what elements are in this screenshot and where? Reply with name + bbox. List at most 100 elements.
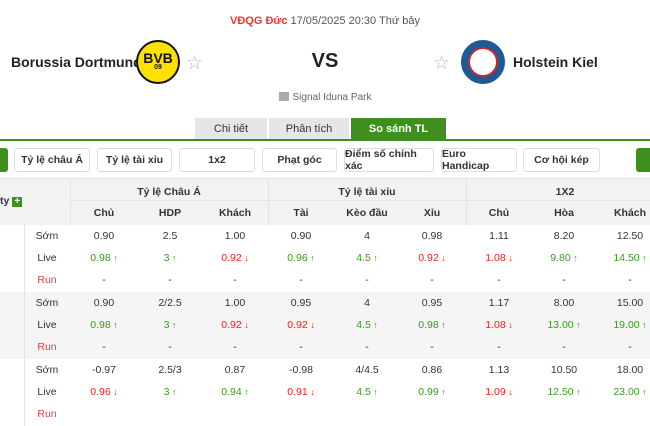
- odds-cell: 0.92 ↓: [418, 252, 446, 264]
- filter-phat-goc[interactable]: Phạt góc: [262, 148, 337, 172]
- odds-cell: 0.90: [93, 297, 115, 309]
- odds-cell: -: [233, 341, 237, 353]
- arrow-down-icon: ↓: [438, 253, 446, 263]
- arrow-down-icon: ↓: [307, 320, 315, 330]
- odds-cell: 12.50: [616, 230, 644, 242]
- odds-cell: -: [102, 274, 106, 286]
- away-team-name[interactable]: Holstein Kiel: [513, 54, 598, 70]
- tab-underline: [0, 139, 650, 141]
- home-team-logo: BVB 09: [136, 40, 180, 84]
- odds-cell: 0.98 ↑: [90, 319, 118, 331]
- odds-cell: 1.11: [489, 230, 509, 242]
- arrow-down-icon: ↓: [505, 320, 513, 330]
- match-info: VĐQG Đức 17/05/2025 20:30 Thứ bảy: [0, 15, 650, 27]
- arrow-up-icon: ↑: [639, 253, 647, 263]
- odds-cell: 18.00: [616, 364, 644, 376]
- arrow-up-icon: ↑: [573, 320, 581, 330]
- arrow-up-icon: ↑: [241, 387, 249, 397]
- vs-label: VS: [311, 50, 339, 72]
- odds-cell: -: [365, 341, 369, 353]
- league-name[interactable]: VĐQG Đức: [230, 15, 288, 27]
- arrow-down-icon: ↓: [505, 253, 513, 263]
- odds-table-body: Sớm 0.90 2.5 1.00 0.90 4 0.98 1.11 8.20 12.50 Live…: [0, 178, 650, 426]
- arrow-up-icon: ↑: [169, 387, 177, 397]
- arrow-up-icon: ↑: [570, 253, 578, 263]
- odds-cell: -: [562, 274, 566, 286]
- arrow-down-icon: ↓: [505, 387, 513, 397]
- subheader: Khách: [613, 207, 647, 219]
- odds-cell: 4: [364, 230, 370, 242]
- arrow-up-icon: ↑: [169, 253, 177, 263]
- filter-diem-so[interactable]: Điểm số chính xác: [344, 148, 434, 172]
- filter-euro-handicap[interactable]: Euro Handicap: [441, 148, 517, 172]
- odds-cell: 4: [364, 297, 370, 309]
- odds-cell: 14.50 ↑: [613, 252, 647, 264]
- odds-cell: 0.92 ↓: [221, 319, 249, 331]
- odds-cell: -: [430, 341, 434, 353]
- odds-cell: 4.5 ↑: [356, 252, 378, 264]
- odds-cell: 9.80 ↑: [550, 252, 578, 264]
- odds-cell: -: [628, 341, 632, 353]
- odds-cell: 23.00 ↑: [613, 386, 647, 398]
- odds-cell: 3 ↑: [163, 252, 177, 264]
- odds-cell: 1.13: [488, 364, 510, 376]
- odds-cell: 0.96 ↓: [90, 386, 118, 398]
- odds-cell: -: [168, 274, 172, 286]
- home-team-name[interactable]: Borussia Dortmund: [11, 54, 142, 70]
- odds-cell: 1.08 ↓: [485, 252, 513, 264]
- group-header: 1X2: [555, 186, 575, 198]
- away-team-logo: [461, 40, 505, 84]
- odds-cell: 4/4.5: [355, 364, 379, 376]
- odds-cell: -: [430, 274, 434, 286]
- subheader: Chủ: [488, 207, 510, 219]
- odds-cell: -: [365, 274, 369, 286]
- odds-cell: 2.5/3: [158, 364, 182, 376]
- odds-type-run: Run: [37, 341, 57, 353]
- arrow-down-icon: ↓: [241, 320, 249, 330]
- scroll-left-button[interactable]: [0, 148, 8, 172]
- filter-co-hoi-kep[interactable]: Cơ hội kép: [523, 148, 600, 172]
- odds-cell: 1.08 ↓: [485, 319, 513, 331]
- odds-cell: 0.98 ↑: [90, 252, 118, 264]
- odds-cell: 2/2.5: [158, 297, 182, 309]
- stadium-icon: [278, 92, 289, 101]
- odds-cell: 1.17: [488, 297, 510, 309]
- subheader: Chủ: [93, 207, 115, 219]
- odds-cell: 0.95: [421, 297, 443, 309]
- add-company-icon[interactable]: +: [12, 197, 23, 207]
- scroll-right-button[interactable]: [636, 148, 650, 172]
- odds-cell: 1.00: [224, 230, 246, 242]
- venue: Signal Iduna Park: [0, 92, 650, 103]
- favorite-home-star-icon[interactable]: ☆: [186, 53, 204, 74]
- odds-cell: 0.95: [290, 297, 312, 309]
- odds-cell: -0.97: [92, 364, 116, 376]
- odds-cell: 0.92 ↓: [221, 252, 249, 264]
- odds-cell: -: [562, 341, 566, 353]
- company-header: ty +: [0, 195, 23, 207]
- odds-cell: 3 ↑: [163, 386, 177, 398]
- odds-cell: 0.98: [421, 230, 443, 242]
- odds-type-run: Run: [37, 408, 57, 420]
- odds-cell: -: [233, 274, 237, 286]
- arrow-up-icon: ↑: [639, 387, 647, 397]
- subheader: HDP: [158, 207, 182, 219]
- odds-type-early: Sớm: [35, 297, 59, 309]
- odds-cell: 0.99 ↑: [418, 386, 446, 398]
- filter-1x2[interactable]: 1x2: [179, 148, 255, 172]
- odds-cell: -: [299, 274, 303, 286]
- tab-phan-tich[interactable]: Phân tích: [269, 118, 349, 140]
- odds-type-live: Live: [37, 252, 57, 264]
- arrow-up-icon: ↑: [307, 253, 315, 263]
- odds-cell: 8.00: [553, 297, 575, 309]
- odds-type-early: Sớm: [35, 364, 59, 376]
- favorite-away-star-icon[interactable]: ☆: [433, 53, 451, 74]
- arrow-up-icon: ↑: [370, 320, 378, 330]
- odds-cell: 10.50: [550, 364, 578, 376]
- odds-cell: 3 ↑: [163, 319, 177, 331]
- tab-chi-tiet[interactable]: Chi tiết: [195, 118, 267, 140]
- odds-type-live: Live: [37, 319, 57, 331]
- filter-chau-a[interactable]: Tỷ lệ châu Á: [14, 148, 90, 172]
- tab-so-sanh-tl[interactable]: So sánh TL: [351, 118, 446, 140]
- filter-tai-xiu[interactable]: Tỷ lệ tài xỉu: [97, 148, 172, 172]
- arrow-up-icon: ↑: [573, 387, 581, 397]
